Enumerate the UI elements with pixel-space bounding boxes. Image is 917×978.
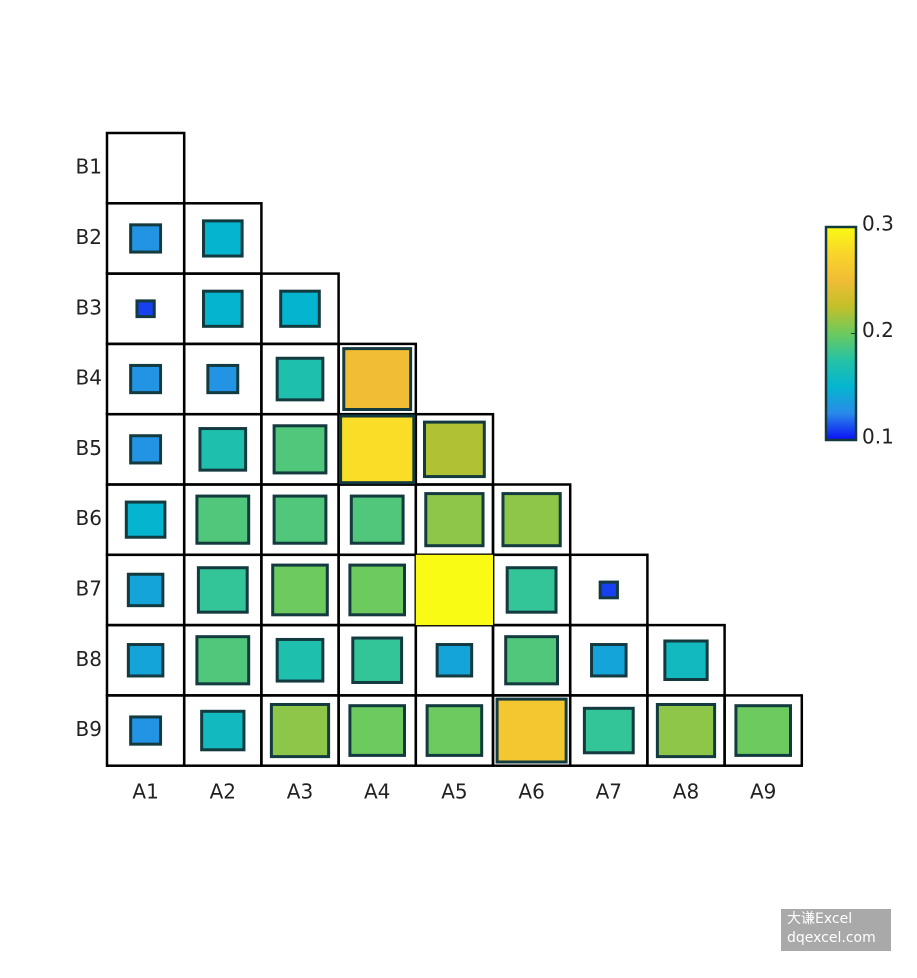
- watermark-line: dqexcel.com: [787, 930, 876, 946]
- colorbar-tick-label: 0.3: [862, 212, 894, 236]
- watermark-line: 大谦Excel: [787, 911, 853, 927]
- value-square: [342, 347, 413, 411]
- value-square: [349, 494, 405, 545]
- value-square: [279, 289, 321, 328]
- value-square: [195, 494, 251, 545]
- value-square: [202, 289, 244, 328]
- value-square: [275, 356, 325, 402]
- cell: [723, 694, 804, 767]
- value-square: [129, 434, 163, 465]
- y-tick-label: B9: [76, 717, 102, 741]
- value-square: [415, 554, 493, 626]
- value-square: [501, 492, 562, 548]
- value-square: [272, 494, 328, 545]
- value-square: [655, 702, 717, 759]
- value-square: [126, 643, 165, 678]
- value-square: [124, 500, 167, 539]
- value-square: [129, 363, 163, 395]
- value-square: [590, 643, 628, 678]
- value-square: [275, 637, 325, 683]
- value-square: [505, 566, 558, 614]
- x-tick-label: A8: [673, 780, 699, 804]
- y-tick-label: B7: [76, 576, 102, 600]
- y-tick-label: B6: [76, 506, 102, 530]
- value-square: [425, 704, 484, 757]
- value-square: [339, 414, 416, 485]
- value-square: [435, 643, 474, 678]
- value-square: [206, 363, 240, 395]
- x-tick-label: A4: [364, 780, 390, 804]
- value-square: [504, 635, 559, 686]
- value-square: [129, 223, 163, 254]
- value-square: [269, 702, 331, 759]
- x-tick-label: A2: [210, 780, 236, 804]
- watermark: 大谦Excel dqexcel.com: [781, 909, 891, 951]
- value-square: [663, 639, 709, 682]
- value-square: [271, 563, 329, 617]
- cell: [105, 131, 186, 205]
- x-tick-label: A3: [287, 780, 313, 804]
- x-tick-label: A9: [750, 780, 776, 804]
- y-tick-label: B8: [76, 647, 102, 671]
- value-square: [598, 580, 619, 600]
- value-square: [351, 636, 404, 684]
- x-tick-label: A6: [518, 780, 544, 804]
- value-square: [734, 704, 792, 757]
- colorbar-tick-label: 0.1: [862, 425, 894, 449]
- value-square: [424, 492, 485, 548]
- value-square: [495, 697, 568, 764]
- value-square: [135, 299, 156, 319]
- colorbar-tick-label: 0.2: [862, 318, 894, 342]
- x-tick-label: A7: [596, 780, 622, 804]
- value-square: [423, 420, 486, 479]
- value-square: [202, 219, 244, 258]
- value-square: [196, 566, 249, 614]
- value-square: [126, 572, 165, 608]
- value-square: [129, 715, 163, 746]
- value-square: [200, 709, 246, 752]
- y-tick-label: B5: [76, 436, 102, 460]
- value-square: [348, 704, 406, 757]
- value-square: [348, 563, 406, 617]
- y-tick-label: B2: [76, 225, 102, 249]
- y-tick-label: B3: [76, 295, 102, 319]
- y-tick-label: B1: [76, 155, 102, 179]
- value-square: [195, 635, 251, 686]
- value-square: [582, 706, 635, 755]
- x-tick-label: A5: [441, 780, 467, 804]
- value-square: [272, 424, 328, 475]
- x-tick-label: A1: [132, 780, 158, 804]
- value-square: [198, 427, 248, 472]
- y-tick-label: B4: [76, 366, 102, 390]
